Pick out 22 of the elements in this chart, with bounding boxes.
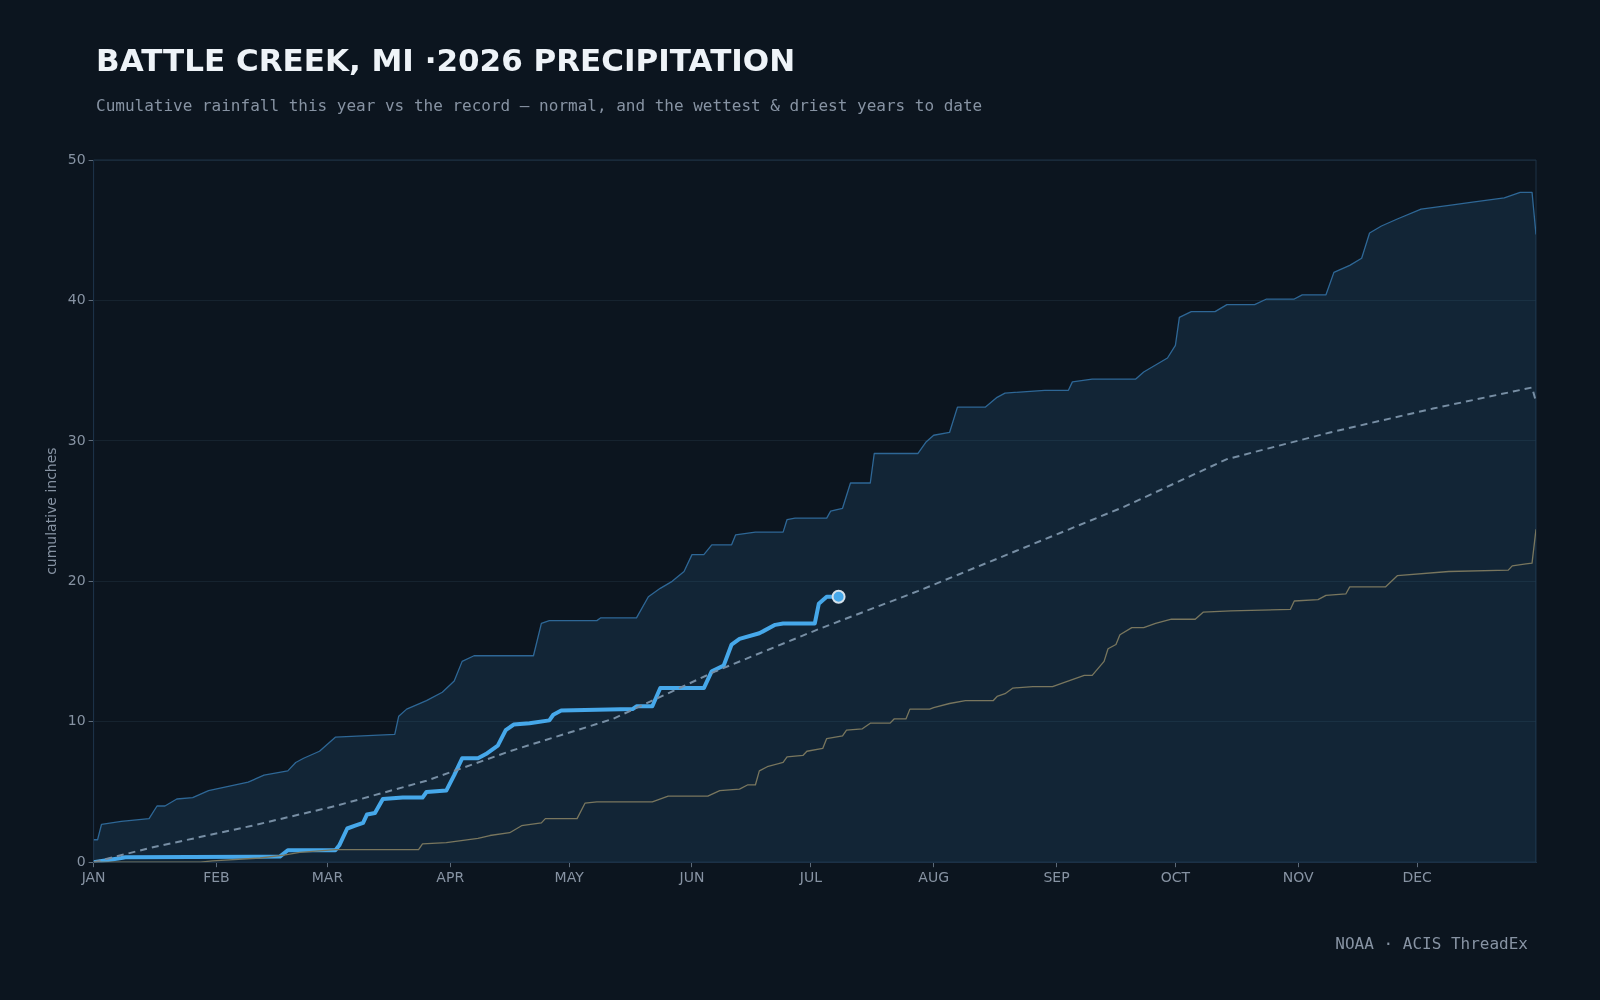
y-tick-label: 20 <box>67 571 86 588</box>
x-tick-label: NOV <box>1282 869 1315 886</box>
x-tick-label: MAR <box>311 869 344 886</box>
x-tick-label: APR <box>436 869 465 886</box>
x-tick-label: JUL <box>798 869 823 886</box>
x-tick-label: AUG <box>918 869 950 886</box>
x-tick-label: JUN <box>678 869 705 886</box>
text: NOAA · ACIS ThreadEx <box>1335 934 1528 953</box>
y-tick-label: 40 <box>67 291 86 308</box>
y-tick-label: 10 <box>67 712 86 729</box>
x-tick-label: DEC <box>1402 869 1433 886</box>
x-tick-label: SEP <box>1043 869 1070 886</box>
x-tick-label: JAN <box>80 869 106 886</box>
chart-subtitle: Cumulative rainfall this year vs the record — normal, and the wettest & driest years to date <box>96 96 983 115</box>
x-tick-label: MAY <box>554 869 585 886</box>
y-axis-title: cumulative inches <box>43 447 60 575</box>
chart-title: BATTLE CREEK, MI ·2026 PRECIPITATION <box>96 42 796 78</box>
x-tick-label: OCT <box>1160 869 1191 886</box>
y-tick-label: 30 <box>67 431 86 448</box>
y-tick-label: 0 <box>76 852 86 869</box>
y-tick-label: 50 <box>67 150 86 167</box>
x-tick-label: FEB <box>203 869 230 886</box>
